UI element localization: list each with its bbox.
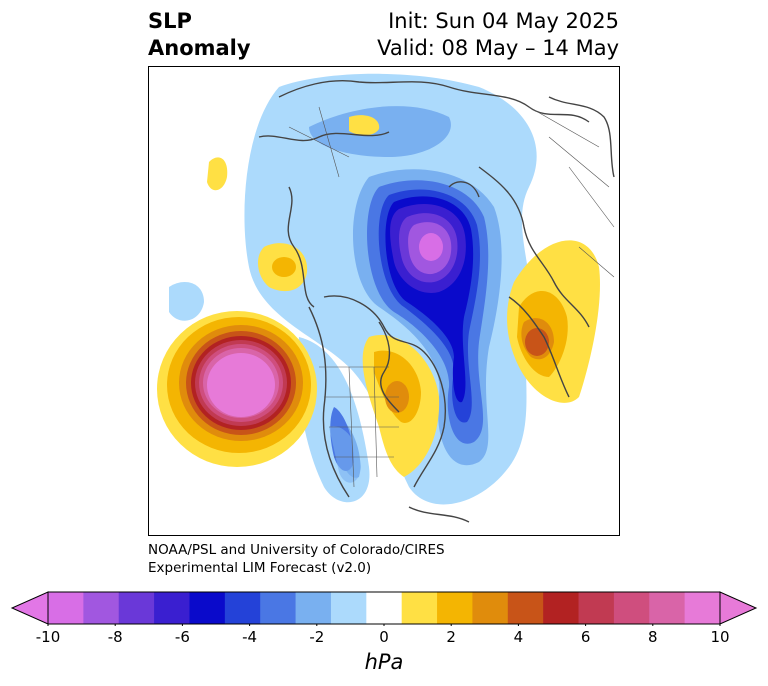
siberia-high	[207, 115, 380, 292]
colorbar-swatch	[613, 592, 650, 624]
colorbar-swatch	[154, 592, 190, 624]
colorbar-swatch	[472, 592, 509, 624]
colorbar-swatch	[401, 592, 438, 624]
init-date: Init: Sun 04 May 2025	[388, 9, 619, 33]
colorbar-swatch	[507, 592, 544, 624]
colorbar-tick-label: 2	[446, 628, 456, 646]
colorbar-tick-label: 4	[513, 628, 524, 646]
title-line-1: SLP	[148, 9, 192, 33]
colorbar-swatch	[330, 592, 367, 624]
colorbar	[10, 591, 758, 626]
colorbar-swatch	[189, 592, 226, 624]
colorbar-swatch	[684, 592, 721, 624]
colorbar-tick-label: 0	[379, 628, 389, 646]
colorbar-swatch	[260, 592, 297, 624]
colorbar-tick-label: 6	[580, 628, 591, 646]
colorbar-swatch	[295, 592, 332, 624]
colorbar-under-extend	[10, 591, 49, 625]
title-line-2: Anomaly	[148, 36, 251, 60]
coastlines	[258, 79, 615, 523]
colorbar-over-extend	[719, 591, 758, 625]
anomaly-map	[148, 66, 620, 536]
credit-line-1: NOAA/PSL and University of Colorado/CIRE…	[148, 542, 445, 558]
colorbar-swatch	[578, 592, 615, 624]
colorbar-swatch	[118, 592, 155, 624]
chart-title: SLP Anomaly	[148, 8, 251, 62]
colorbar-swatch	[543, 592, 580, 624]
colorbar-tick-label: 8	[648, 628, 658, 646]
colorbar-tick-label: -8	[107, 628, 123, 646]
colorbar-swatch	[224, 592, 261, 624]
colorbar-swatch	[437, 592, 473, 624]
negative-field-peak	[419, 233, 443, 261]
colorbar-swatch	[48, 592, 84, 624]
colorbar-unit: hPa	[364, 650, 404, 674]
colorbar-tick-label: -4	[242, 628, 258, 646]
pacific-high	[157, 311, 317, 467]
colorbar-tick-label: 10	[710, 628, 730, 646]
colorbar-swatch	[366, 592, 403, 624]
colorbar-swatch	[83, 592, 120, 624]
credit-line-2: Experimental LIM Forecast (v2.0)	[148, 560, 372, 576]
colorbar-tick-label: -2	[309, 628, 325, 646]
country-borders	[288, 106, 615, 488]
colorbar-swatch	[649, 592, 686, 624]
colorbar-tick-label: -10	[35, 628, 61, 646]
colorbar-tick-label: -6	[174, 628, 190, 646]
credit-text: NOAA/PSL and University of Colorado/CIRE…	[148, 541, 445, 577]
valid-range: Valid: 08 May – 14 May	[377, 36, 619, 60]
forecast-dates: Init: Sun 04 May 2025 Valid: 08 May – 14…	[377, 8, 619, 62]
